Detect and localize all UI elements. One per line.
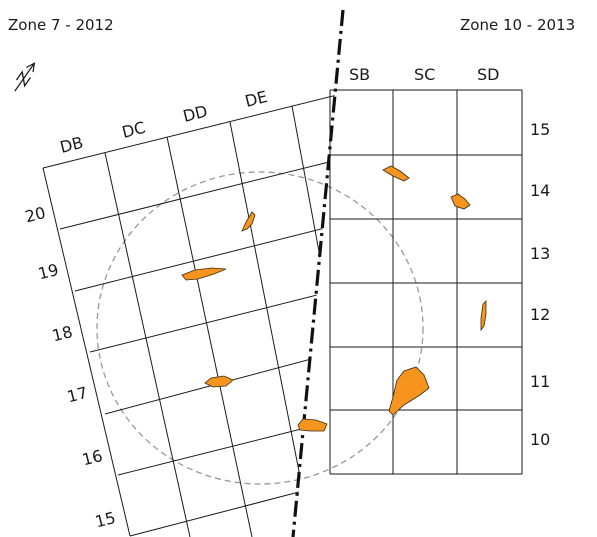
zone10-row-label: 14 bbox=[530, 181, 550, 200]
zone-break-line bbox=[291, 9, 345, 537]
feature-blob bbox=[480, 300, 487, 332]
feature-blob bbox=[388, 366, 430, 416]
feature-blob bbox=[204, 375, 234, 388]
zone7-row-label: 20 bbox=[23, 203, 47, 226]
zone10-col-label: SB bbox=[349, 65, 370, 84]
site-circle bbox=[96, 171, 424, 485]
zone7-col-label: DE bbox=[243, 87, 269, 111]
zone7-grid bbox=[42, 92, 343, 537]
zone7-row-label: 16 bbox=[80, 446, 104, 469]
feature-blob bbox=[297, 418, 328, 432]
feature-blob bbox=[450, 193, 471, 210]
zone7-title: Zone 7 - 2012 bbox=[8, 16, 114, 34]
zone10-col-label: SD bbox=[477, 65, 499, 84]
zone10-column-labels: SB SC SD bbox=[349, 65, 499, 84]
zone10-row-label: 12 bbox=[530, 305, 550, 324]
zone10-row-label: 10 bbox=[530, 430, 550, 449]
zone7-row-label: 18 bbox=[50, 322, 74, 345]
zone10-row-label: 15 bbox=[530, 120, 550, 139]
zone7-row-label: 17 bbox=[65, 383, 89, 406]
zone7-row-labels: 20 19 18 17 16 15 bbox=[23, 203, 117, 531]
zone10-row-label: 13 bbox=[530, 244, 550, 263]
zone7-column-labels: DB DC DD DE bbox=[58, 87, 269, 157]
zone7-col-label: DC bbox=[120, 118, 147, 142]
north-arrow-icon bbox=[14, 62, 36, 92]
zone10-col-label: SC bbox=[414, 65, 435, 84]
zone7-row-label: 15 bbox=[93, 508, 117, 531]
feature-blob bbox=[181, 267, 227, 281]
features bbox=[181, 165, 487, 432]
zone10-grid bbox=[329, 89, 523, 475]
feature-blob bbox=[382, 165, 410, 182]
zone7-row-label: 19 bbox=[36, 260, 60, 283]
zone7-col-label: DD bbox=[181, 101, 210, 125]
zone10-row-labels: 15 14 13 12 11 10 bbox=[530, 120, 550, 449]
zone10-row-label: 11 bbox=[530, 372, 550, 391]
feature-blob bbox=[241, 211, 256, 232]
zone10-title: Zone 10 - 2013 bbox=[460, 16, 575, 34]
zone7-col-label: DB bbox=[58, 133, 85, 157]
